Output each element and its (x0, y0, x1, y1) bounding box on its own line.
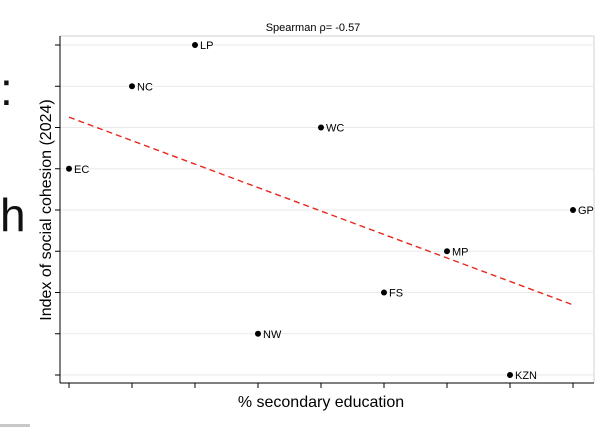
point-label-fs: FS (389, 288, 403, 300)
grid-layer (60, 44, 594, 376)
scatter-chart: Spearman ρ= -0.57 LP NC WC EC GP MP FS NW KZN In… (30, 0, 598, 427)
axis-layer (55, 36, 594, 388)
point-label-nc: NC (137, 81, 153, 93)
point-label-nw: NW (263, 329, 282, 341)
point-label-kzn: KZN (515, 370, 537, 382)
data-point-mp (444, 248, 450, 255)
y-axis-label: Index of social cohesion (2024) (38, 99, 55, 320)
point-label-mp: MP (452, 246, 469, 258)
data-point-nc (129, 83, 135, 90)
point-label-gp: GP (578, 205, 594, 217)
point-label-wc: WC (326, 123, 344, 135)
background-fragment-h: h (0, 189, 26, 241)
data-point-fs (381, 289, 387, 296)
data-point-ec (66, 165, 72, 172)
x-axis-label: % secondary education (238, 394, 404, 411)
chart-svg: Spearman ρ= -0.57 LP NC WC EC GP MP FS NW KZN In… (30, 0, 598, 427)
point-layer: LP NC WC EC GP MP FS NW KZN (66, 40, 594, 382)
data-point-kzn (507, 372, 513, 378)
point-label-ec: EC (74, 164, 89, 176)
point-label-lp: LP (200, 40, 213, 52)
background-fragment-colon: : (0, 63, 13, 115)
background-divider (0, 424, 30, 427)
data-point-nw (255, 330, 261, 337)
chart-title: Spearman ρ= -0.57 (266, 22, 361, 34)
data-point-gp (570, 207, 576, 213)
data-point-lp (192, 42, 198, 48)
data-point-wc (318, 124, 324, 131)
chart-background (30, 0, 598, 427)
